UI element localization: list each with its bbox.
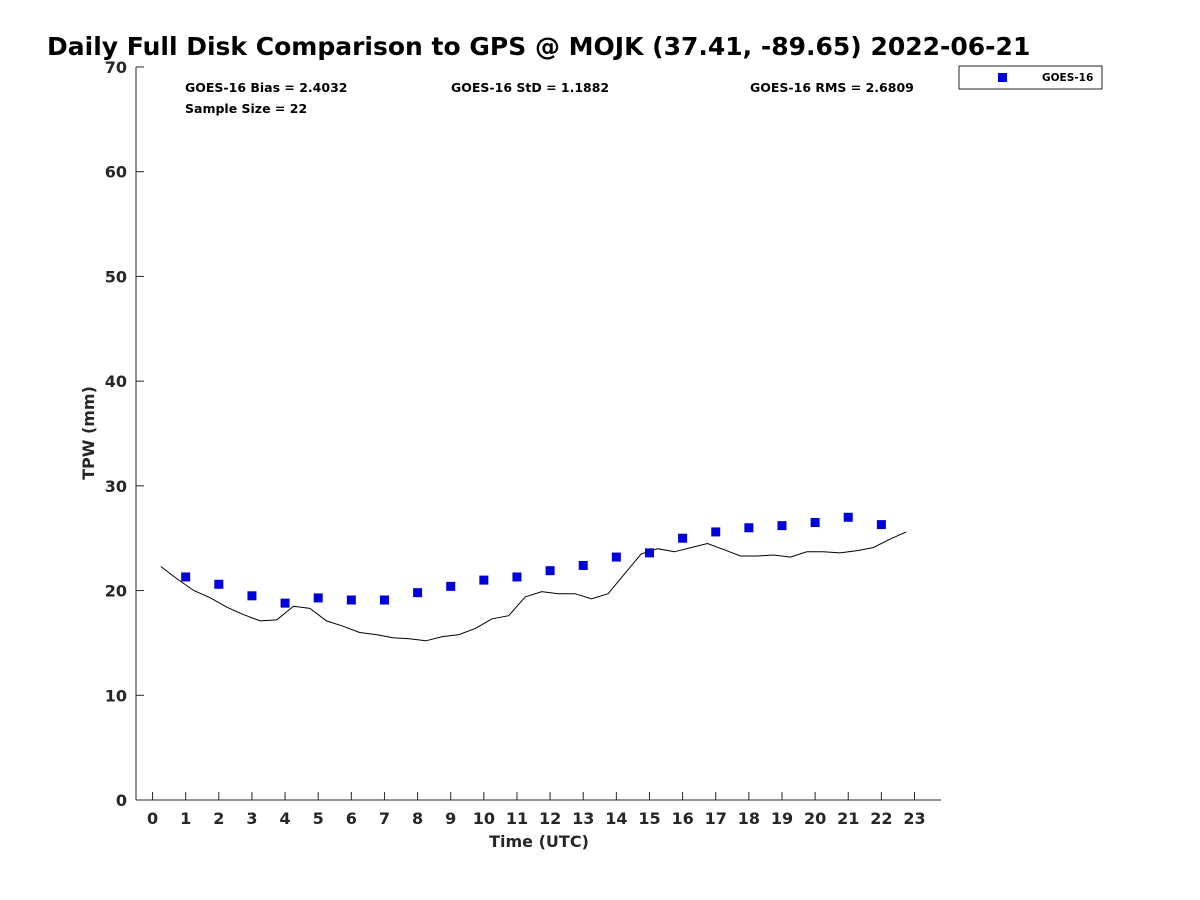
goes16-point [545, 566, 555, 576]
goes16-point [313, 593, 323, 603]
goes16-point [876, 520, 886, 530]
goes16-point [611, 552, 621, 562]
sample-size-stat: Sample Size = 22 [185, 101, 307, 116]
goes16-point [479, 575, 489, 585]
x-tick-label: 16 [671, 809, 693, 828]
goes16-point [214, 579, 224, 589]
legend-box [958, 65, 1103, 90]
rms-stat: GOES-16 RMS = 2.6809 [750, 80, 914, 95]
x-tick-label: 17 [705, 809, 727, 828]
x-tick-label: 5 [313, 809, 324, 828]
bias-stat: GOES-16 Bias = 2.4032 [185, 80, 347, 95]
goes16-point [247, 591, 257, 601]
x-axis-label: Time (UTC) [489, 832, 589, 851]
x-tick-label: 7 [379, 809, 390, 828]
x-tick-label: 20 [804, 809, 826, 828]
x-tick-label: 9 [445, 809, 456, 828]
legend-label: GOES-16 [1042, 72, 1093, 84]
y-tick-label: 40 [105, 372, 127, 391]
std-stat: GOES-16 StD = 1.1882 [451, 80, 609, 95]
x-tick-label: 22 [870, 809, 892, 828]
y-tick-label: 70 [105, 58, 127, 77]
x-tick-label: 13 [572, 809, 594, 828]
goes16-point [413, 588, 423, 598]
goes16-point [280, 598, 290, 608]
x-tick-label: 1 [180, 809, 191, 828]
goes16-point [379, 595, 389, 605]
x-tick-label: 3 [246, 809, 257, 828]
goes16-point [446, 581, 456, 591]
y-tick-label: 0 [116, 791, 127, 810]
goes16-point [777, 521, 787, 531]
x-ticks: 0 1 2 3 4 5 6 7 8 9 10 11 12 13 14 15 16 17 18 19 20 21 22 23 [147, 792, 926, 828]
gps-line-series [160, 531, 907, 642]
x-tick-label: 10 [473, 809, 495, 828]
goes16-point [711, 527, 721, 537]
x-tick-label: 8 [412, 809, 423, 828]
x-tick-label: 21 [837, 809, 859, 828]
y-ticks: 0 10 20 30 40 50 60 70 [105, 58, 144, 810]
chart-title: Daily Full Disk Comparison to GPS @ MOJK… [47, 32, 1030, 61]
x-tick-label: 18 [738, 809, 760, 828]
x-tick-label: 6 [346, 809, 357, 828]
y-tick-label: 50 [105, 267, 127, 286]
x-tick-label: 4 [280, 809, 291, 828]
gps-line [160, 531, 907, 642]
goes16-point [678, 533, 688, 543]
x-tick-label: 23 [903, 809, 925, 828]
y-tick-label: 10 [105, 686, 127, 705]
legend: GOES-16 [958, 65, 1103, 90]
x-tick-label: 15 [638, 809, 660, 828]
x-tick-label: 0 [147, 809, 158, 828]
y-axis-label: TPW (mm) [79, 386, 98, 480]
x-tick-label: 19 [771, 809, 793, 828]
goes16-point [181, 572, 191, 582]
y-tick-label: 20 [105, 582, 127, 601]
goes16-point [810, 518, 820, 528]
goes16-point [512, 572, 522, 582]
y-tick-label: 30 [105, 477, 127, 496]
goes16-scatter-series [181, 512, 886, 608]
x-tick-label: 12 [539, 809, 561, 828]
plot-axes [135, 67, 941, 801]
x-tick-label: 11 [506, 809, 528, 828]
x-tick-label: 14 [605, 809, 627, 828]
goes16-point [843, 512, 853, 522]
goes16-point [578, 560, 588, 570]
y-tick-label: 60 [105, 163, 127, 182]
goes16-point [744, 523, 754, 533]
goes16-point [346, 595, 356, 605]
x-tick-label: 2 [213, 809, 224, 828]
legend-marker [998, 73, 1007, 82]
goes16-point [644, 548, 654, 558]
